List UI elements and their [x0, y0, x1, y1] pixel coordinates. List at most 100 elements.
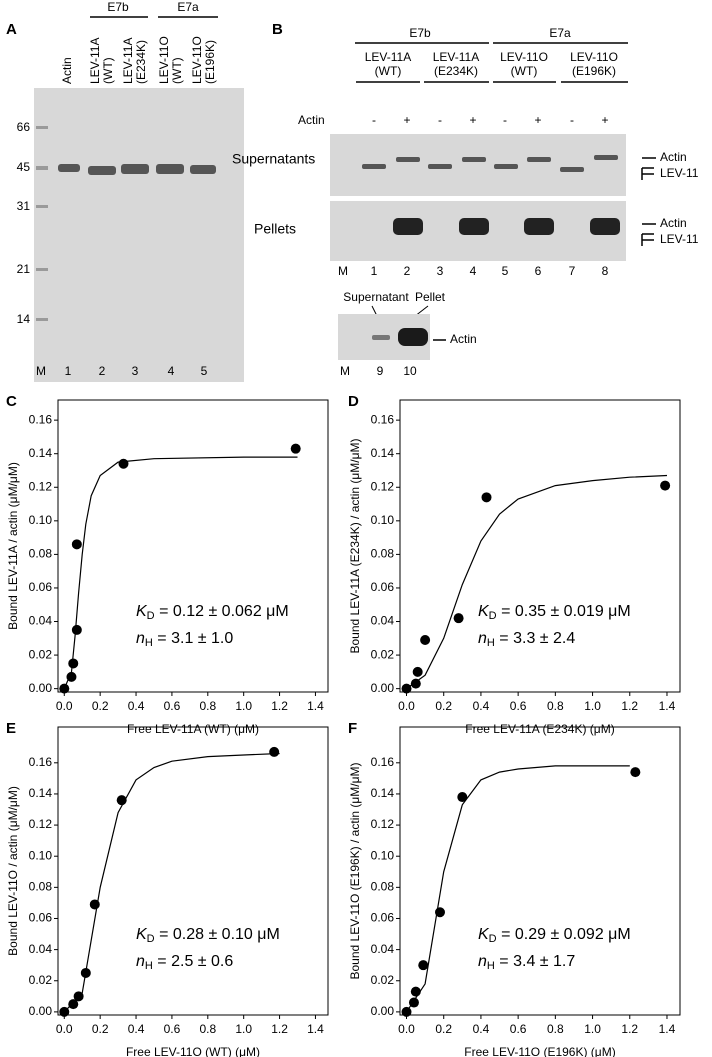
panel-letter: F	[348, 720, 357, 737]
x-tick-label: 0.2	[92, 699, 109, 713]
x-tick-label: 1.0	[235, 699, 252, 713]
annotation: KD = 0.28 ± 0.10 μM	[136, 926, 280, 945]
gel-bands	[58, 164, 216, 175]
x-axis-label: Free LEV-11O (E196K) (μM)	[464, 1045, 615, 1057]
panel-letter: B	[272, 21, 283, 38]
lane-header: (E234K)	[134, 40, 148, 84]
y-tick-label: 0.04	[29, 942, 53, 956]
lane-header: (E196K)	[572, 64, 616, 78]
lane-header: LEV-11A	[121, 38, 135, 84]
y-axis-label: Bound LEV-11A / actin (μM/μM)	[6, 462, 20, 630]
annotation: KD = 0.12 ± 0.062 μM	[136, 603, 289, 622]
y-tick-label: 0.12	[371, 479, 395, 493]
x-tick-label: 0.0	[56, 1022, 73, 1036]
y-tick-label: 0.04	[371, 614, 395, 628]
lane-header: (WT)	[375, 64, 402, 78]
annotation-subscript: H	[145, 637, 153, 649]
annotation-subscript: D	[147, 933, 155, 945]
annotation: nH = 2.5 ± 0.6	[136, 953, 233, 972]
marker-label: 66	[17, 120, 31, 134]
lane-number: 7	[569, 264, 576, 278]
lane-header: LEV-11A	[88, 38, 102, 84]
y-tick-label: 0.10	[371, 513, 395, 527]
annotation-value: = 3.3 ± 2.4	[495, 630, 575, 647]
annotation-subscript: D	[147, 610, 155, 622]
x-tick-label: 0.6	[164, 1022, 181, 1036]
x-tick-label: 0.2	[435, 699, 452, 713]
lane-header: LEV-11A	[365, 50, 411, 64]
x-tick-label: 0.0	[56, 699, 73, 713]
data-point	[410, 678, 421, 689]
y-tick-label: 0.02	[29, 647, 53, 661]
band-label: Actin	[450, 332, 477, 346]
y-tick-label: 0.04	[29, 614, 53, 628]
annotation-symbol: n	[136, 630, 145, 647]
y-tick-label: 0.00	[371, 681, 395, 695]
annotation-subscript: H	[487, 960, 495, 972]
x-tick-label: 0.6	[510, 699, 527, 713]
data-point	[66, 671, 77, 682]
lane-number: 2	[404, 264, 411, 278]
data-point	[118, 458, 129, 469]
data-point	[71, 539, 82, 550]
plot-frame	[399, 726, 681, 1016]
band-marker	[641, 233, 654, 246]
data-point	[401, 683, 412, 694]
marker-label: 21	[17, 262, 31, 276]
lane-number: 10	[403, 364, 417, 378]
row-label: Supernatants	[232, 151, 315, 167]
x-tick-label: 0.8	[547, 699, 564, 713]
band-label: LEV-11	[660, 232, 699, 246]
band-label: Actin	[660, 216, 687, 230]
lane-sign: +	[601, 113, 608, 127]
lane-header: (WT)	[511, 64, 538, 78]
annotation-value: = 3.4 ± 1.7	[495, 953, 575, 970]
annotation-value: = 0.29 ± 0.092 μM	[497, 926, 631, 943]
y-tick-label: 0.16	[29, 412, 53, 426]
x-tick-label: 0.8	[199, 1022, 216, 1036]
fit-line	[63, 752, 280, 1013]
data-point	[68, 999, 79, 1010]
data-point	[290, 443, 301, 454]
lane-sign: -	[372, 113, 376, 127]
annotation-symbol: K	[478, 926, 490, 943]
annotation-symbol: n	[478, 953, 487, 970]
y-tick-label: 0.14	[29, 786, 53, 800]
y-tick-label: 0.12	[29, 817, 53, 831]
y-tick-label: 0.14	[371, 446, 395, 460]
lane-number: 1	[371, 264, 378, 278]
annotation: nH = 3.4 ± 1.7	[478, 953, 575, 972]
x-tick-label: 1.2	[271, 699, 288, 713]
x-tick-label: 1.2	[271, 1022, 288, 1036]
lane-number: 1	[65, 364, 72, 378]
marker-label: 45	[17, 160, 31, 174]
panel-letter: E	[6, 720, 16, 737]
x-tick-label: 1.0	[584, 699, 601, 713]
lane-number: 5	[502, 264, 509, 278]
x-axis-label: Free LEV-11O (WT) (μM)	[126, 1045, 260, 1057]
lane-sign: +	[534, 113, 541, 127]
lane-number: 3	[132, 364, 139, 378]
annotation-value: = 3.1 ± 1.0	[153, 630, 233, 647]
annotation: KD = 0.29 ± 0.092 μM	[478, 926, 631, 945]
y-tick-label: 0.00	[29, 681, 53, 695]
x-tick-label: 0.2	[92, 1022, 109, 1036]
annotation-symbol: n	[136, 953, 145, 970]
y-tick-label: 0.02	[371, 647, 395, 661]
lane-sign: +	[403, 113, 410, 127]
x-tick-label: 0.0	[398, 699, 415, 713]
y-tick-label: 0.12	[29, 479, 53, 493]
annotation-symbol: n	[478, 630, 487, 647]
gel-band	[372, 335, 390, 340]
annotation-subscript: H	[145, 960, 153, 972]
lane-number: 9	[377, 364, 384, 378]
x-tick-label: 1.4	[659, 1022, 676, 1036]
lane-number: 4	[470, 264, 477, 278]
lane-header: LEV-11O	[190, 36, 204, 84]
x-tick-label: 1.0	[584, 1022, 601, 1036]
panel-letter: C	[6, 393, 17, 410]
lane-number: 3	[437, 264, 444, 278]
y-tick-label: 0.16	[371, 755, 395, 769]
gel-band	[398, 328, 428, 346]
marker-label: 14	[17, 312, 31, 326]
